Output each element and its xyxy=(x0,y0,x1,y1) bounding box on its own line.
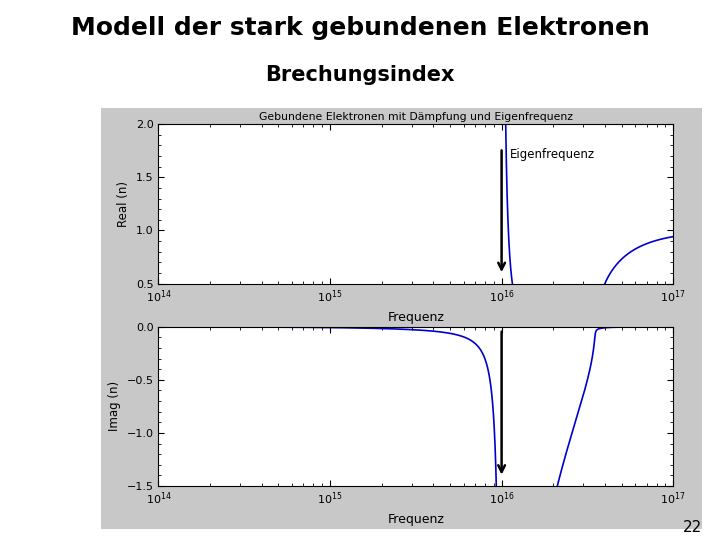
Text: Modell der stark gebundenen Elektronen: Modell der stark gebundenen Elektronen xyxy=(71,16,649,40)
X-axis label: Frequenz: Frequenz xyxy=(387,513,444,526)
Title: Gebundene Elektronen mit Dämpfung und Eigenfrequenz: Gebundene Elektronen mit Dämpfung und Ei… xyxy=(258,112,573,122)
Text: Eigenfrequenz: Eigenfrequenz xyxy=(510,147,595,160)
X-axis label: Frequenz: Frequenz xyxy=(387,310,444,323)
Text: Brechungsindex: Brechungsindex xyxy=(265,65,455,85)
Y-axis label: Imag (n): Imag (n) xyxy=(108,381,121,431)
Text: 22: 22 xyxy=(683,519,702,535)
Y-axis label: Real (n): Real (n) xyxy=(117,181,130,227)
